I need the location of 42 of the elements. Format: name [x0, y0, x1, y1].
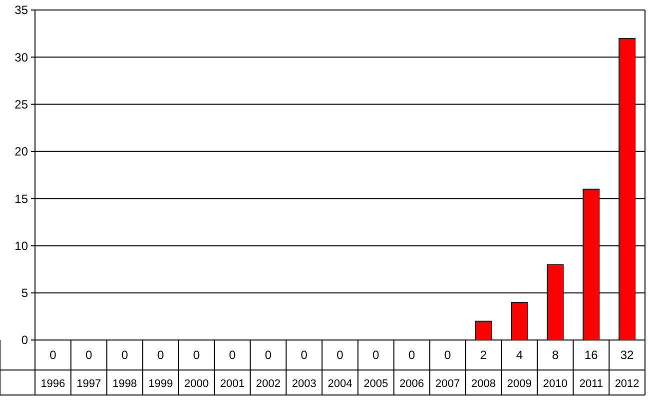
data-label: 2 [480, 348, 488, 362]
data-label: 0 [408, 348, 416, 362]
x-tick-label: 1997 [76, 378, 102, 390]
data-label: 0 [193, 348, 200, 362]
data-label: 0 [264, 348, 272, 362]
data-label: 0 [372, 348, 380, 362]
y-tick-label: 5 [21, 286, 28, 300]
x-tick-label: 2010 [543, 378, 568, 390]
y-tick-label: 35 [14, 3, 28, 18]
data-label: 0 [300, 348, 308, 362]
y-tick-label: 30 [14, 50, 28, 64]
data-label: 32 [620, 348, 634, 362]
x-tick-label: 2012 [614, 378, 640, 390]
y-tick-label: 10 [14, 238, 28, 253]
data-label: 16 [584, 348, 598, 362]
data-label: 4 [516, 348, 524, 362]
x-tick-label: 1999 [148, 378, 173, 390]
x-tick-label: 1996 [40, 378, 66, 390]
y-tick-label: 25 [14, 97, 28, 112]
x-tick-label: 2000 [184, 378, 209, 390]
x-tick-label: 2004 [328, 378, 352, 390]
data-label: 0 [336, 348, 344, 362]
data-label: 0 [50, 348, 57, 362]
data-label: 0 [229, 348, 236, 362]
data-label: 0 [121, 348, 128, 362]
x-tick-label: 2011 [579, 378, 604, 390]
x-tick-label: 2001 [220, 378, 245, 390]
data-label: 0 [85, 348, 92, 362]
y-tick-label: 0 [21, 333, 28, 348]
x-tick-label: 2003 [292, 378, 316, 390]
y-tick-label: 15 [14, 192, 28, 206]
x-tick-label: 2008 [471, 378, 496, 390]
x-tick-label: 2002 [256, 378, 280, 390]
y-tick-label: 20 [14, 144, 28, 159]
x-tick-label: 2007 [435, 378, 460, 390]
x-tick-label: 2006 [400, 378, 424, 390]
data-label: 0 [157, 348, 164, 362]
x-tick-label: 1998 [112, 378, 137, 390]
x-tick-label: 2005 [364, 378, 388, 390]
data-label: 8 [552, 348, 559, 362]
data-label: 0 [444, 348, 452, 362]
x-tick-label: 2009 [507, 378, 532, 390]
